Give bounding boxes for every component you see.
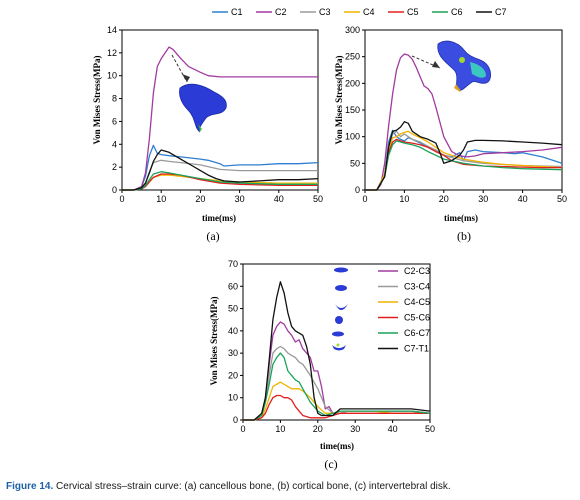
y-tick-label-a: 10 — [107, 71, 117, 81]
legend-c-label-c5-c6: C5-C6 — [404, 313, 430, 323]
panel-label-a: (a) — [206, 229, 219, 243]
y-tick-label-b: 50 — [350, 158, 360, 168]
x-tick-label-c: 50 — [425, 424, 435, 434]
y-tick-label-c: 10 — [228, 393, 238, 403]
legend-c-label-c2-c3: C2-C3 — [404, 266, 430, 276]
plot-area-c: 0 10 20 30 40 50 0 10 20 30 40 50 60 70 — [228, 259, 435, 434]
y-axis-title-b: Von Mises Stress(MPa) — [334, 56, 344, 145]
x-axis-title-c: time(ms) — [320, 441, 354, 451]
x-tick-label-c: 20 — [313, 424, 323, 434]
x-tick-label-c: 30 — [350, 424, 360, 434]
legend-label-c4: C4 — [363, 7, 375, 17]
y-tick-label-a: 2 — [112, 162, 117, 172]
x-tick-label-c: 40 — [388, 424, 398, 434]
series-line-c-c6-c7 — [243, 352, 431, 421]
plot-area-b: 0 10 20 30 40 50 0 50 100 150 200 250 300 — [345, 25, 567, 204]
legend-label-c7: C7 — [495, 7, 507, 17]
legend-c-label-c4-c5: C4-C5 — [404, 297, 430, 307]
x-axis-title-a: time(ms) — [202, 213, 236, 223]
y-tick-label-b: 100 — [345, 132, 360, 142]
figure-caption: Figure 14. Cervical stress–strain curve:… — [6, 481, 576, 492]
plot-area-a: 0 10 20 30 40 50 0 2 4 6 8 10 12 14 — [107, 25, 323, 204]
legend-c-label-c6-c7: C6-C7 — [404, 328, 430, 338]
vertebra-model-b-image — [411, 40, 492, 92]
y-tick-label-b: 0 — [355, 185, 360, 195]
series-line-c-c5-c6 — [243, 394, 430, 421]
series-line-a-c2 — [122, 46, 318, 191]
series-line-b-c2 — [365, 53, 563, 191]
x-tick-label-a: 40 — [274, 194, 284, 204]
y-tick-label-a: 8 — [112, 94, 117, 104]
series-line-a-c7 — [122, 149, 319, 191]
panel-label-c: (c) — [324, 457, 337, 471]
x-tick-label-a: 30 — [235, 194, 245, 204]
plot-frame-c — [242, 263, 431, 421]
x-tick-label-b: 40 — [518, 194, 528, 204]
figure-canvas: C1 C2 C3 C4 C5 C6 C7 0 10 20 30 40 50 0 2 4 6 8 10 12 14 ti… — [92, 7, 567, 471]
x-tick-label-c: 10 — [275, 424, 285, 434]
y-tick-label-a: 12 — [107, 48, 117, 58]
panel-label-b: (b) — [457, 229, 471, 243]
vertebra-model-a-image — [171, 54, 227, 133]
legend-c-label-c7-t1: C7-T1 — [404, 344, 429, 354]
chart-panel-a: 0 10 20 30 40 50 0 2 4 6 8 10 12 14 time(ms) Von Mise… — [92, 25, 323, 243]
x-tick-label-a: 10 — [156, 194, 166, 204]
legend-label-c2: C2 — [275, 7, 287, 17]
y-tick-label-a: 14 — [107, 25, 117, 35]
y-axis-title-c: Von Mises Stress(MPa) — [209, 297, 219, 386]
y-tick-label-c: 60 — [228, 281, 238, 291]
y-tick-label-c: 30 — [228, 348, 238, 358]
y-axis-title-a: Von Mises Stress(MPa) — [92, 56, 102, 145]
series-line-b-c5 — [365, 138, 562, 191]
y-tick-label-c: 0 — [233, 415, 238, 425]
y-tick-label-a: 4 — [112, 139, 117, 149]
y-tick-label-a: 0 — [112, 185, 117, 195]
y-tick-label-c: 70 — [228, 259, 238, 269]
y-tick-label-b: 150 — [345, 105, 360, 115]
series-line-b-c4 — [365, 130, 563, 191]
legend-label-c3: C3 — [319, 7, 331, 17]
series-line-c-c7-t1 — [243, 281, 431, 421]
x-tick-label-a: 0 — [119, 194, 124, 204]
legend-label-c1: C1 — [231, 7, 243, 17]
legend-c: C2-C3 C3-C4 C4-C5 C5-C6 C6-C7 C7-T1 — [378, 266, 430, 354]
disk-models-c-image — [332, 267, 348, 351]
chart-panel-b: 0 10 20 30 40 50 0 50 100 150 200 250 300 time(ms) V… — [334, 25, 567, 243]
y-tick-label-c: 50 — [228, 304, 238, 314]
series-line-b-c6 — [365, 140, 563, 191]
x-tick-label-b: 30 — [478, 194, 488, 204]
legend-label-c5: C5 — [407, 7, 419, 17]
y-tick-label-a: 6 — [112, 116, 117, 126]
top-legend: C1 C2 C3 C4 C5 C6 C7 — [212, 7, 507, 17]
x-tick-label-b: 0 — [362, 194, 367, 204]
x-tick-label-a: 50 — [313, 194, 323, 204]
series-line-a-c6 — [122, 171, 318, 191]
x-axis-title-b: time(ms) — [444, 213, 478, 223]
plot-frame-a — [121, 29, 319, 191]
x-tick-label-a: 20 — [195, 194, 205, 204]
x-tick-label-b: 50 — [557, 194, 567, 204]
figure-number: Figure 14. — [6, 481, 54, 492]
y-tick-label-b: 200 — [345, 78, 360, 88]
y-tick-label-b: 250 — [345, 52, 360, 62]
x-tick-label-b: 10 — [399, 194, 409, 204]
x-tick-label-c: 0 — [240, 424, 245, 434]
x-tick-label-b: 20 — [439, 194, 449, 204]
series-line-a-c1 — [122, 144, 319, 191]
legend-c-label-c3-c4: C3-C4 — [404, 282, 430, 292]
caption-text: Cervical stress–strain curve: (a) cancel… — [56, 481, 451, 492]
chart-panel-c: 0 10 20 30 40 50 0 10 20 30 40 50 60 70 C2-C3 C3-C4 C4-… — [209, 259, 435, 471]
legend-label-c6: C6 — [451, 7, 463, 17]
y-tick-label-c: 20 — [228, 370, 238, 380]
series-line-b-c7 — [365, 121, 563, 191]
y-tick-label-c: 40 — [228, 326, 238, 336]
y-tick-label-b: 300 — [345, 25, 360, 35]
